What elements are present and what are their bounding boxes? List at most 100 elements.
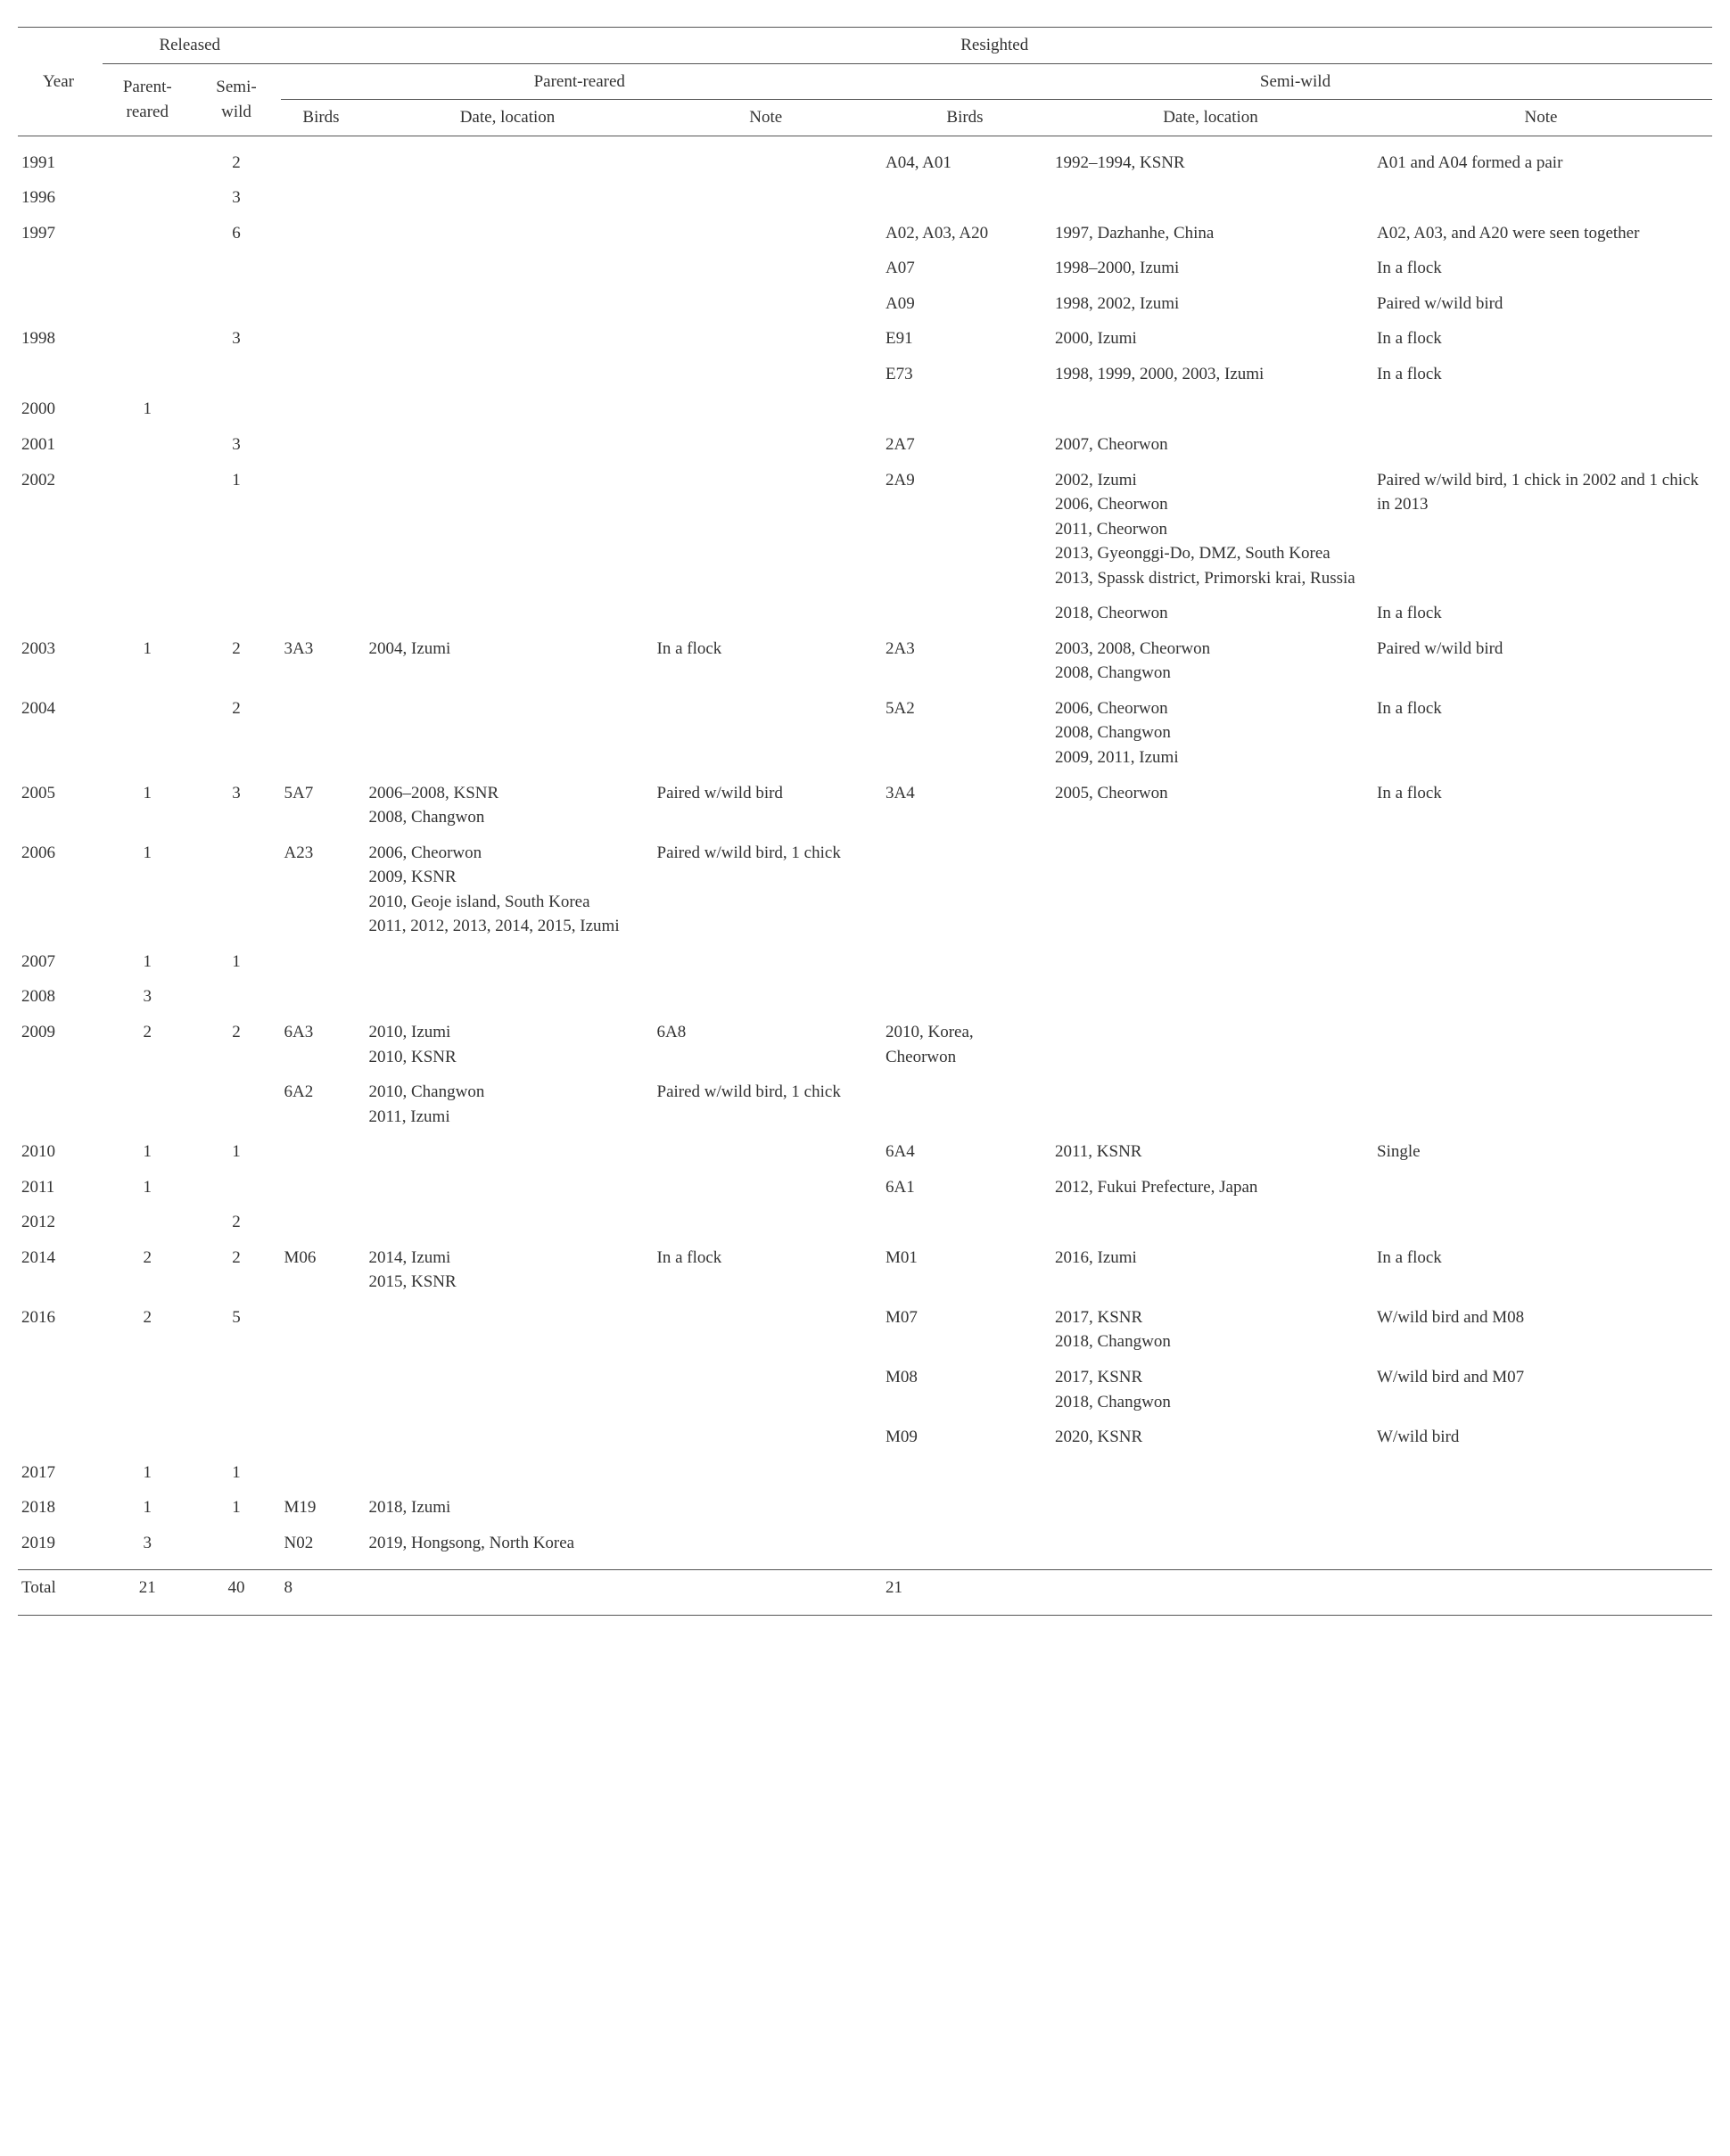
table-total: Total 21 40 8 21 — [18, 1560, 1712, 1615]
table-row: 6A22010, Changwon 2011, IzumiPaired w/wi… — [18, 1074, 1712, 1134]
cell-released-pr: 2 — [103, 1300, 196, 1360]
col-pr-dateloc: Date, location — [366, 100, 654, 136]
cell-released-sw: 1 — [196, 1490, 281, 1526]
cell-year — [18, 1074, 103, 1134]
cell-pr-loc: 2006–2008, KSNR 2008, Changwon — [366, 776, 654, 835]
cell-year — [18, 1420, 103, 1455]
cell-released-pr: 1 — [103, 1134, 196, 1170]
table-row: 20061A232006, Cheorwon 2009, KSNR 2010, … — [18, 835, 1712, 944]
cell-released-sw — [196, 835, 281, 944]
cell-pr-loc — [366, 251, 654, 286]
cell-pr-note: Paired w/wild bird, 1 chick — [654, 835, 883, 944]
cell-pr-note — [654, 391, 883, 427]
cell-sw-birds: 3A4 — [882, 776, 1051, 835]
cell-pr-note — [654, 463, 883, 597]
cell-released-pr: 1 — [103, 1455, 196, 1491]
cell-pr-birds: 3A3 — [281, 631, 366, 691]
cell-pr-note — [654, 216, 883, 251]
cell-sw-note — [1373, 1205, 1712, 1240]
cell-pr-note: In a flock — [654, 631, 883, 691]
cell-sw-note — [1373, 1074, 1712, 1134]
cell-pr-loc — [366, 321, 654, 357]
cell-sw-loc — [1051, 1526, 1373, 1561]
cell-pr-loc: 2010, Changwon 2011, Izumi — [366, 1074, 654, 1134]
cell-pr-note — [654, 1205, 883, 1240]
cell-released-pr: 2 — [103, 1015, 196, 1074]
cell-released-pr: 1 — [103, 944, 196, 980]
cell-sw-loc: 1997, Dazhanhe, China — [1051, 216, 1373, 251]
cell-released-pr: 1 — [103, 631, 196, 691]
cell-sw-note — [1373, 1015, 1712, 1074]
cell-released-sw — [196, 596, 281, 631]
cell-released-pr — [103, 357, 196, 392]
cell-released-sw: 3 — [196, 180, 281, 216]
cell-year — [18, 286, 103, 322]
cell-pr-note: In a flock — [654, 1240, 883, 1300]
cell-pr-note — [654, 1526, 883, 1561]
table-row: A071998–2000, IzumiIn a flock — [18, 251, 1712, 286]
col-sw-note: Note — [1373, 100, 1712, 136]
cell-sw-birds: M01 — [882, 1240, 1051, 1300]
cell-pr-loc: 2014, Izumi 2015, KSNR — [366, 1240, 654, 1300]
table-row: 2010116A42011, KSNRSingle — [18, 1134, 1712, 1170]
cell-sw-birds — [882, 979, 1051, 1015]
cell-sw-birds: M08 — [882, 1360, 1051, 1420]
cell-sw-note — [1373, 1490, 1712, 1526]
cell-year: 2014 — [18, 1240, 103, 1300]
cell-sw-birds — [882, 596, 1051, 631]
cell-pr-birds — [281, 1205, 366, 1240]
cell-released-pr: 1 — [103, 1490, 196, 1526]
cell-released-sw: 2 — [196, 1015, 281, 1074]
cell-pr-loc — [366, 216, 654, 251]
cell-sw-loc: 2005, Cheorwon — [1051, 776, 1373, 835]
cell-released-sw: 3 — [196, 776, 281, 835]
cell-sw-loc: 1998, 1999, 2000, 2003, Izumi — [1051, 357, 1373, 392]
table-row: 2005135A72006–2008, KSNR 2008, ChangwonP… — [18, 776, 1712, 835]
cell-released-sw — [196, 286, 281, 322]
cell-year: 2005 — [18, 776, 103, 835]
col-pr-birds: Birds — [281, 100, 366, 136]
col-semi-wild: Semi- wild — [196, 63, 281, 136]
cell-pr-loc — [366, 1360, 654, 1420]
cell-sw-birds — [882, 1490, 1051, 1526]
cell-released-sw: 2 — [196, 691, 281, 776]
cell-sw-note: Paired w/wild bird, 1 chick in 2002 and … — [1373, 463, 1712, 597]
cell-pr-birds — [281, 286, 366, 322]
table-row: 201116A12012, Fukui Prefecture, Japan — [18, 1170, 1712, 1206]
cell-sw-note: Paired w/wild bird — [1373, 286, 1712, 322]
table-row: 201422M062014, Izumi 2015, KSNRIn a floc… — [18, 1240, 1712, 1300]
cell-sw-note — [1373, 944, 1712, 980]
cell-pr-loc — [366, 286, 654, 322]
cell-pr-loc — [366, 944, 654, 980]
table-row: 19983E912000, IzumiIn a flock — [18, 321, 1712, 357]
cell-pr-birds — [281, 1360, 366, 1420]
total-sw: 40 — [196, 1570, 281, 1606]
cell-sw-note: W/wild bird and M08 — [1373, 1300, 1712, 1360]
table-row: 20001 — [18, 391, 1712, 427]
cell-released-sw: 2 — [196, 145, 281, 181]
cell-pr-note — [654, 979, 883, 1015]
cell-year: 2019 — [18, 1526, 103, 1561]
cell-sw-note: In a flock — [1373, 321, 1712, 357]
cell-sw-birds: E91 — [882, 321, 1051, 357]
table-row: 20122 — [18, 1205, 1712, 1240]
cell-sw-loc — [1051, 1205, 1373, 1240]
cell-pr-note — [654, 596, 883, 631]
cell-year: 2007 — [18, 944, 103, 980]
cell-released-pr: 3 — [103, 979, 196, 1015]
cell-sw-loc — [1051, 944, 1373, 980]
cell-pr-loc — [366, 357, 654, 392]
cell-sw-loc — [1051, 1455, 1373, 1491]
cell-released-sw: 1 — [196, 1134, 281, 1170]
cell-sw-loc — [1051, 835, 1373, 944]
cell-pr-loc — [366, 691, 654, 776]
cell-pr-loc — [366, 1420, 654, 1455]
cell-sw-note: In a flock — [1373, 251, 1712, 286]
cell-year: 2006 — [18, 835, 103, 944]
cell-sw-note: W/wild bird — [1373, 1420, 1712, 1455]
cell-sw-birds — [882, 1455, 1051, 1491]
cell-sw-loc: 1998, 2002, Izumi — [1051, 286, 1373, 322]
table-row: A091998, 2002, IzumiPaired w/wild bird — [18, 286, 1712, 322]
cell-released-pr: 1 — [103, 776, 196, 835]
cell-sw-note: In a flock — [1373, 357, 1712, 392]
